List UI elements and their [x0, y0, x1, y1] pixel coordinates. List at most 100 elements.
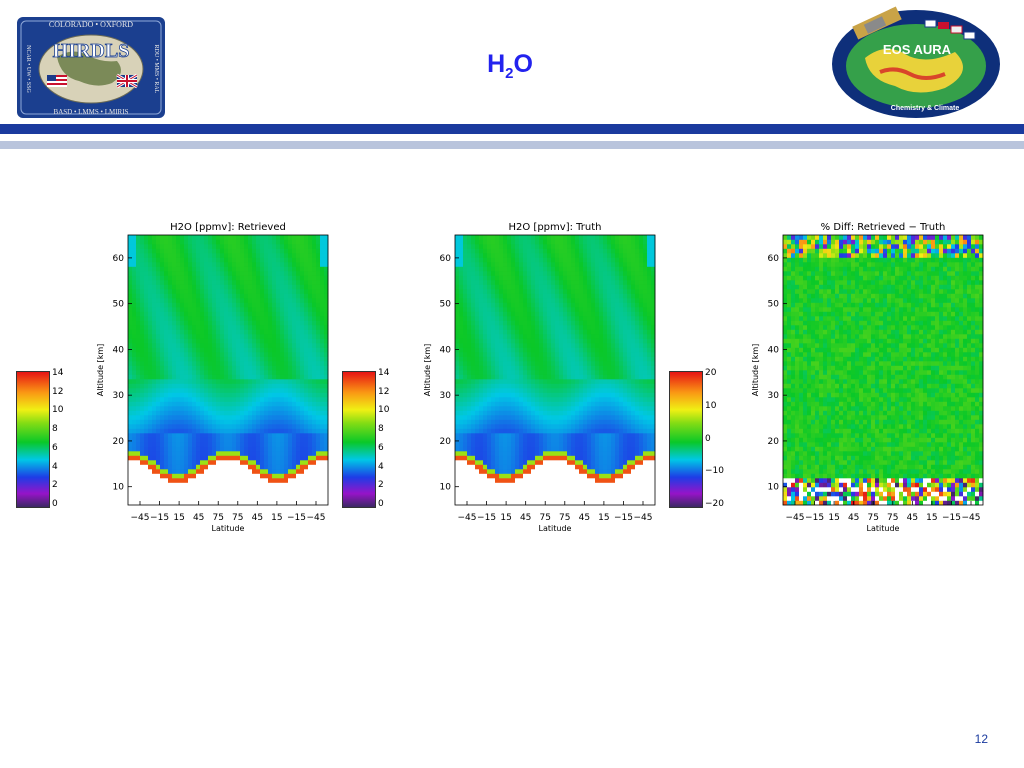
x-tick-label: −15: [477, 513, 496, 523]
chart-panel-truth: H2O [ppmv]: Truth 10 20 30 40 50 60 −45 −15 15 45 7…: [422, 218, 662, 553]
colorbar-tick-label: 0: [378, 499, 384, 509]
y-tick-label: 40: [768, 345, 780, 355]
x-tick-label: −15: [150, 513, 169, 523]
flags-icon: [924, 19, 976, 40]
x-tick-label: 75: [232, 513, 243, 523]
heatmap-chart: % Diff: Retrieved − Truth 10 20 30 40 50 60 −45…: [751, 222, 984, 533]
chart-panel-retrieved: H2O [ppmv]: Retrieved 10 20 30 40 50 60 −45 −15 1…: [95, 218, 335, 553]
x-tick-label: −45: [458, 513, 477, 523]
x-tick-label: −45: [131, 513, 150, 523]
chart-panel-diff: % Diff: Retrieved − Truth 10 20 30 40 50 60 −45…: [750, 218, 990, 553]
hirdls-top-text: COLORADO • OXFORD: [49, 20, 133, 29]
aura-subtitle: Chemistry & Climate: [891, 105, 960, 112]
chart-title: H2O [ppmv]: Truth: [509, 222, 602, 233]
x-tick-label: 15: [173, 513, 184, 523]
y-tick-label: 50: [768, 300, 780, 310]
x-tick-label: 75: [212, 513, 223, 523]
colorbar-diff: [669, 371, 703, 508]
x-tick-label: 45: [579, 513, 590, 523]
colorbar-tick-label: 12: [378, 386, 390, 397]
y-tick-label: 60: [440, 254, 452, 264]
aura-name: EOS AURA: [883, 42, 952, 57]
colorbar-tick-label: 6: [52, 442, 58, 453]
chart-title: H2O [ppmv]: Retrieved: [170, 222, 286, 233]
colorbar-tick-label: 12: [52, 386, 64, 397]
x-tick-label: 45: [520, 513, 531, 523]
y-tick-label: 10: [768, 483, 780, 493]
colorbar-tick-label: 0: [705, 433, 711, 444]
x-tick-label: 75: [559, 513, 570, 523]
colorbar-tick-label: 20: [705, 368, 717, 378]
x-tick-label: −45: [307, 513, 326, 523]
chart-title: % Diff: Retrieved − Truth: [821, 222, 946, 233]
x-tick-label: −45: [634, 513, 653, 523]
x-tick-label: −15: [614, 513, 633, 523]
eos-aura-logo: EOS AURA Chemistry & Climate: [832, 6, 1000, 118]
hirdls-name: HIRDLS: [53, 40, 130, 62]
colorbar-retrieved: [16, 371, 50, 508]
x-tick-label: 15: [828, 513, 839, 523]
heatmap-cells: [128, 235, 329, 506]
y-tick-label: 60: [113, 254, 125, 264]
y-tick-label: 20: [113, 437, 125, 447]
y-axis-label: Altitude [km]: [423, 344, 432, 396]
hirdls-right-text: RDU • MMS • RAL: [153, 45, 159, 94]
colorbar-tick-label: 2: [52, 480, 58, 491]
y-tick-label: 10: [113, 483, 125, 493]
x-tick-label: −45: [786, 513, 805, 523]
colorbar-tick-label: 4: [52, 461, 58, 472]
x-tick-label: 75: [887, 513, 898, 523]
colorbar-tick-label: 10: [52, 405, 64, 416]
y-tick-label: 50: [113, 300, 125, 310]
colorbar-tick-label: 8: [378, 424, 384, 435]
y-tick-label: 20: [440, 437, 452, 447]
y-tick-label: 30: [768, 391, 780, 401]
x-axis-label: Latitude: [867, 524, 900, 533]
x-tick-label: 75: [539, 513, 550, 523]
heatmap-cells: [455, 235, 656, 506]
header-rule-dark: [0, 124, 1024, 134]
colorbar-tick-label: 6: [378, 442, 384, 453]
colorbar-tick-label: 14: [52, 368, 64, 378]
y-axis-label: Altitude [km]: [96, 344, 105, 396]
heatmap-cells: [783, 235, 984, 506]
y-tick-label: 20: [768, 437, 780, 447]
colorbar-tick-label: 2: [378, 480, 384, 491]
y-tick-label: 10: [440, 483, 452, 493]
colorbar-tick-label: −20: [705, 499, 724, 509]
x-tick-label: 15: [500, 513, 511, 523]
colorbar-tick-label: 4: [378, 461, 384, 472]
colorbar-tick-label: 10: [705, 400, 717, 411]
colorbar-tick-label: 14: [378, 368, 390, 378]
hirdls-bottom-text: BASD • LMMS • LMIRIS: [54, 108, 129, 116]
x-axis-label: Latitude: [212, 524, 245, 533]
x-tick-label: 15: [926, 513, 937, 523]
y-tick-label: 30: [113, 391, 125, 401]
satellite-icon: [852, 6, 902, 40]
colorbar-tick-label: 0: [52, 499, 58, 509]
x-tick-label: −15: [287, 513, 306, 523]
y-axis-label: Altitude [km]: [751, 344, 760, 396]
y-tick-label: 30: [440, 391, 452, 401]
y-tick-label: 50: [440, 300, 452, 310]
y-tick-label: 40: [440, 345, 452, 355]
colorbar-tick-label: −10: [705, 466, 724, 477]
x-tick-label: 45: [193, 513, 204, 523]
us-flag-icon: [47, 75, 67, 87]
x-tick-label: 45: [907, 513, 918, 523]
colorbar-tick-label: 8: [52, 424, 58, 435]
slide-title: H2O: [487, 50, 533, 82]
colorbar-tick-label: 10: [378, 405, 390, 416]
x-tick-label: −15: [805, 513, 824, 523]
colorbar-truth: [342, 371, 376, 508]
y-tick-label: 60: [768, 254, 780, 264]
x-tick-label: 75: [867, 513, 878, 523]
x-tick-label: −15: [942, 513, 961, 523]
page-number: 12: [974, 732, 988, 746]
uk-flag-icon: [116, 73, 138, 89]
x-tick-label: 45: [252, 513, 263, 523]
x-tick-label: 15: [598, 513, 609, 523]
x-tick-label: −45: [962, 513, 981, 523]
